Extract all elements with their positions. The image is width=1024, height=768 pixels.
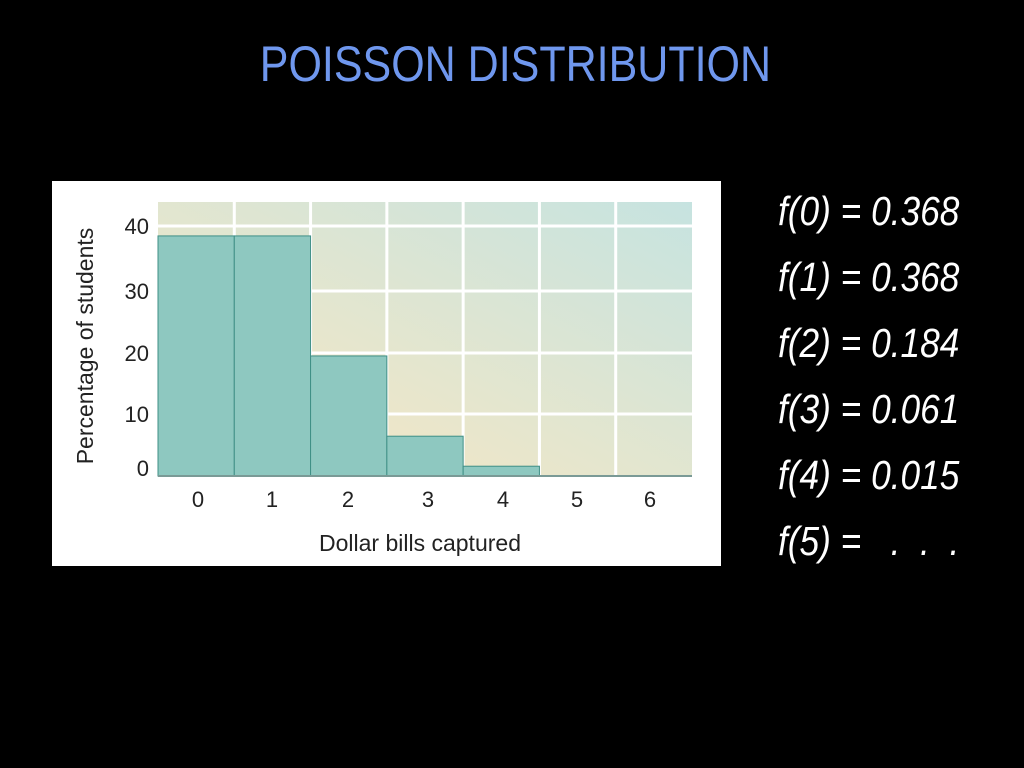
slide-title: POISSON DISTRIBUTION	[259, 36, 772, 92]
x-tick-label: 3	[422, 487, 434, 512]
x-tick-label: 5	[571, 487, 583, 512]
y-tick-label: 10	[125, 402, 149, 427]
probability-list: f(0) = 0.368 f(1) = 0.368 f(2) = 0.184 f…	[778, 184, 989, 580]
bar	[233, 235, 312, 477]
bar	[310, 355, 388, 477]
y-axis-label: Percentage of students	[72, 228, 98, 465]
y-tick-label: 0	[137, 456, 149, 481]
x-tick-labels: 0 1 2 3 4 5 6	[192, 487, 656, 512]
probability-item: f(1) = 0.368	[778, 254, 960, 300]
bars	[157, 235, 540, 477]
x-tick-label: 6	[644, 487, 656, 512]
probability-item: f(0) = 0.368	[778, 188, 960, 234]
x-tick-label: 4	[497, 487, 509, 512]
y-tick-label: 40	[125, 214, 149, 239]
probability-item: f(4) = 0.015	[778, 452, 960, 498]
y-tick-label: 20	[125, 341, 149, 366]
bar	[386, 435, 464, 477]
probability-item: f(2) = 0.184	[778, 320, 960, 366]
y-tick-label: 30	[125, 279, 149, 304]
probability-item: f(3) = 0.061	[778, 386, 960, 432]
bar	[157, 235, 235, 477]
y-tick-labels: 0 10 20 30 40	[125, 214, 149, 481]
x-tick-label: 0	[192, 487, 204, 512]
x-tick-label: 2	[342, 487, 354, 512]
probability-item: f(5) = . . .	[778, 518, 960, 564]
x-tick-label: 1	[266, 487, 278, 512]
x-axis-label: Dollar bills captured	[319, 530, 521, 556]
bar	[462, 465, 540, 477]
